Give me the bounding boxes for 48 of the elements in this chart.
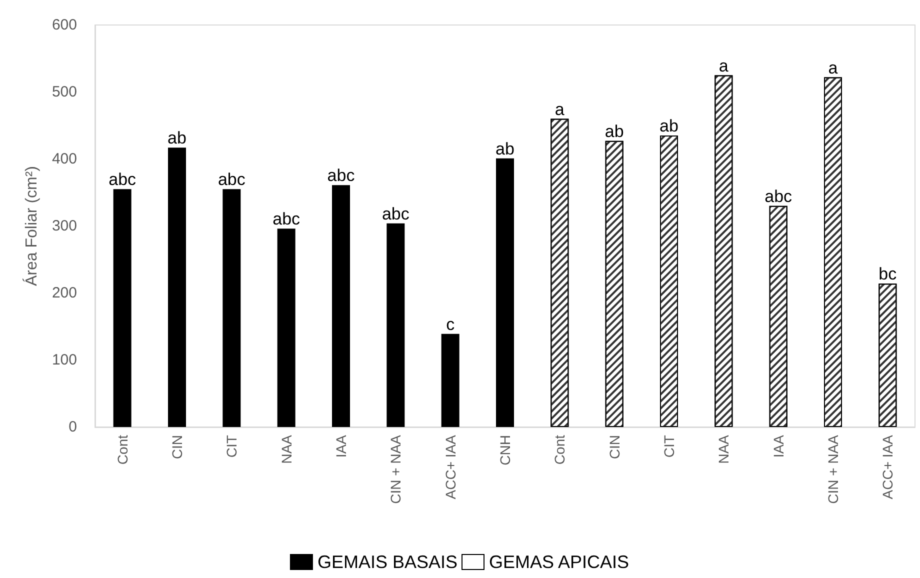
x-tick-label: NAA bbox=[716, 434, 732, 464]
data-label: ab bbox=[604, 122, 624, 141]
y-tick-label: 600 bbox=[52, 16, 77, 34]
y-tick-label: 400 bbox=[52, 150, 77, 168]
data-label: abc bbox=[272, 210, 301, 229]
x-tick-label: NAA bbox=[278, 434, 294, 464]
data-label: abc bbox=[108, 170, 137, 190]
x-tick-label: Cont bbox=[114, 434, 130, 465]
bar bbox=[113, 189, 132, 427]
y-tick-label: 200 bbox=[52, 284, 77, 302]
x-tick-label: ACC+ IAA bbox=[442, 434, 458, 500]
data-label: abc bbox=[382, 204, 410, 224]
x-tick-label: Cont bbox=[552, 434, 568, 465]
bar bbox=[168, 148, 186, 427]
bar bbox=[386, 223, 405, 427]
bar bbox=[441, 334, 460, 427]
x-tick-label: IAA bbox=[770, 434, 786, 458]
y-tick-label: 0 bbox=[68, 418, 77, 436]
data-label: bc bbox=[878, 264, 898, 284]
data-label: abc bbox=[218, 170, 246, 190]
y-tick-label: 500 bbox=[52, 84, 77, 100]
y-tick-label: 100 bbox=[52, 352, 77, 368]
x-tick-label: IAA bbox=[333, 434, 349, 458]
bar bbox=[332, 185, 350, 427]
y-axis-title: Área Foliar (cm²) bbox=[22, 166, 40, 286]
x-tick-label: CIN + NAA bbox=[825, 434, 841, 504]
legend-label: GEMAIS BASAIS bbox=[317, 552, 458, 572]
data-label: a bbox=[828, 58, 838, 78]
x-tick-label: CIT bbox=[661, 434, 677, 458]
bar bbox=[222, 189, 241, 427]
data-label: ab bbox=[660, 116, 678, 136]
bar bbox=[496, 158, 514, 427]
data-label: ab bbox=[496, 139, 514, 158]
data-label: ab bbox=[168, 128, 186, 148]
legend-label: GEMAS APICAIS bbox=[489, 552, 630, 572]
data-label: c bbox=[446, 314, 456, 334]
bar bbox=[277, 228, 296, 427]
y-tick-label: 300 bbox=[52, 218, 77, 234]
data-label: a bbox=[554, 100, 565, 119]
data-label: abc bbox=[327, 166, 356, 186]
x-tick-label: CIT bbox=[224, 434, 240, 458]
data-label: a bbox=[718, 56, 729, 76]
x-tick-label: CIN bbox=[606, 435, 622, 460]
x-tick-label: CNH bbox=[497, 435, 513, 466]
x-tick-label: ACC+ IAA bbox=[880, 434, 896, 500]
x-tick-label: CIN + NAA bbox=[388, 434, 404, 504]
data-label: abc bbox=[764, 186, 793, 206]
x-tick-label: CIN bbox=[169, 435, 185, 460]
